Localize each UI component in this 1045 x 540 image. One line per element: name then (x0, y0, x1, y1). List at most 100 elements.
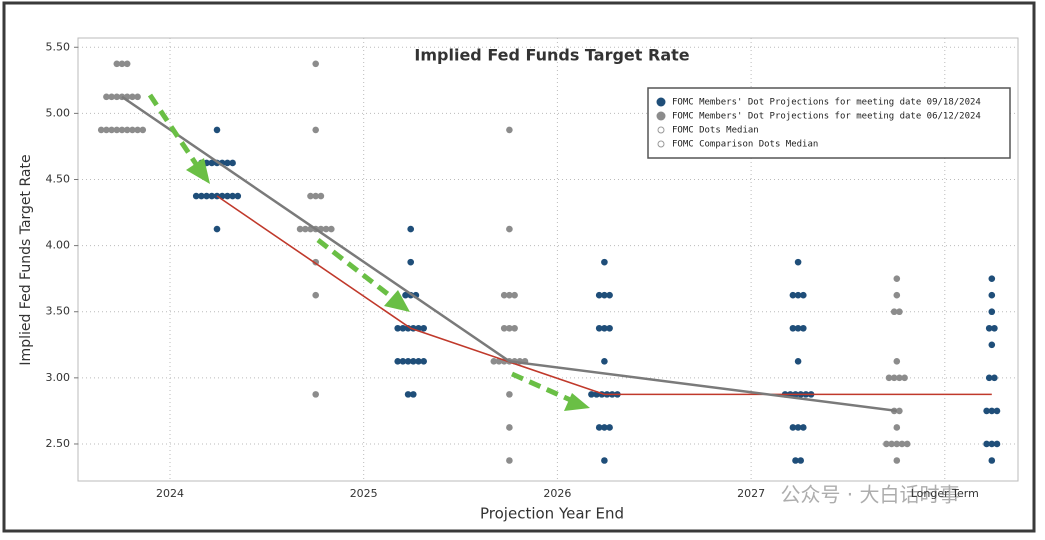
dot (595, 291, 603, 299)
marks (97, 60, 1001, 464)
dot (208, 159, 216, 167)
dot (108, 126, 115, 134)
chart-title: Implied Fed Funds Target Rate (414, 46, 689, 65)
dot (885, 374, 893, 382)
arrow (510, 371, 577, 405)
dot (302, 225, 309, 233)
dot (399, 324, 407, 332)
dot (800, 424, 807, 431)
dot (606, 424, 613, 431)
dot (893, 440, 901, 448)
dot (896, 308, 903, 316)
dot (118, 126, 126, 134)
dot (792, 457, 799, 464)
dot (893, 291, 901, 299)
dot (404, 391, 412, 398)
dot (506, 391, 513, 398)
dot (113, 126, 121, 134)
dot (103, 93, 110, 101)
arrow-head (564, 393, 590, 411)
dot (985, 324, 993, 332)
dot (103, 126, 110, 134)
dot (993, 440, 1001, 448)
dot (415, 358, 422, 365)
dot (896, 407, 903, 415)
x-axis-label: Projection Year End (480, 505, 624, 523)
dot (500, 324, 508, 332)
dot (192, 192, 200, 200)
dot (203, 192, 210, 200)
dot (113, 60, 121, 68)
dot (108, 93, 115, 101)
dot (993, 407, 1001, 415)
x-tick-label: 2024 (156, 487, 184, 500)
dot (420, 324, 428, 332)
dot (983, 407, 990, 415)
dot (896, 374, 903, 382)
median-line (216, 195, 992, 396)
dot (601, 457, 608, 464)
dot (490, 358, 498, 365)
dot (903, 440, 911, 448)
dot (312, 60, 320, 68)
dot (129, 93, 136, 101)
dot (893, 358, 901, 365)
arrow-head (384, 290, 410, 312)
dot (410, 358, 417, 365)
dot (988, 440, 996, 448)
y-axis-label: Implied Fed Funds Target Rate (18, 154, 34, 365)
dot (97, 126, 105, 134)
dot (312, 126, 320, 134)
dot (208, 192, 216, 200)
dot (420, 358, 428, 365)
median-line (121, 95, 897, 413)
dot (794, 258, 802, 266)
annotation-arrows (147, 93, 577, 405)
dot (988, 291, 996, 299)
dot (789, 424, 797, 431)
dot (224, 192, 231, 200)
dot (800, 324, 807, 332)
dot (794, 324, 802, 332)
dot (506, 324, 513, 332)
x-tick-label: 2025 (350, 487, 378, 500)
legend-label: FOMC Dots Median (672, 126, 759, 136)
y-tick-label: 2.50 (46, 437, 71, 450)
dot (890, 374, 898, 382)
dot (511, 291, 518, 299)
dot (312, 291, 320, 299)
dot (606, 291, 613, 299)
arrow-heads (186, 158, 590, 411)
dot (307, 192, 314, 200)
dot (888, 440, 895, 448)
dot (601, 291, 608, 299)
dot (317, 192, 325, 200)
dot (123, 60, 131, 68)
dot (988, 457, 996, 464)
dot (985, 374, 993, 382)
grid (74, 38, 1018, 481)
dot (506, 457, 513, 464)
dot (113, 93, 121, 101)
x-tick-label: Longer Term (911, 487, 979, 500)
dot (901, 374, 908, 382)
dot (991, 374, 998, 382)
dot (312, 192, 320, 200)
dot (506, 291, 513, 299)
dot (800, 291, 807, 299)
legend-box (647, 87, 1011, 159)
dot (213, 126, 221, 134)
watermark: 公众号 · 大白话时事 (780, 483, 959, 507)
y-tick-label: 3.50 (46, 305, 71, 318)
legend-marker (657, 140, 665, 148)
dot (988, 275, 996, 282)
dot (794, 358, 802, 365)
y-tick-label: 5.50 (46, 40, 71, 53)
dot (789, 291, 797, 299)
dot (229, 159, 236, 167)
dot (506, 225, 513, 233)
dot (410, 391, 417, 398)
legend: FOMC Members' Dot Projections for meetin… (647, 87, 1011, 159)
